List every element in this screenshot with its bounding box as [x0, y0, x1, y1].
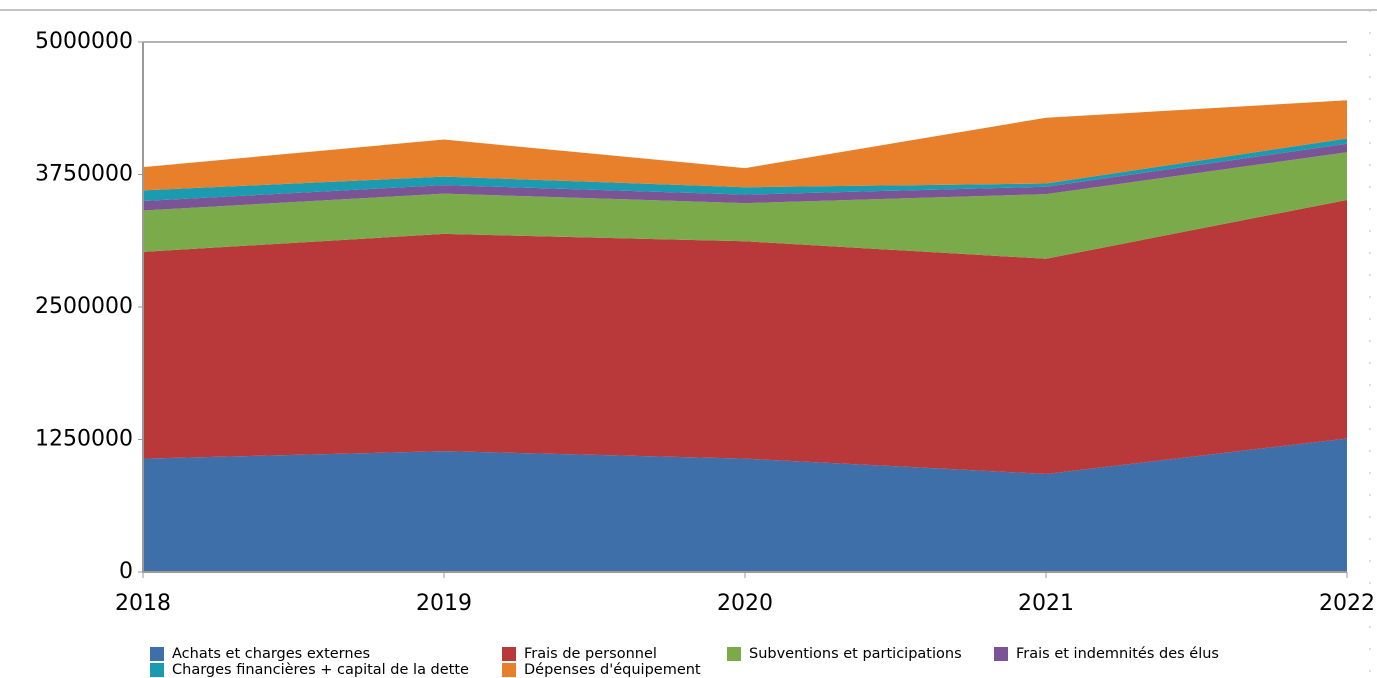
x-tick-label: 2018	[115, 591, 171, 616]
legend-swatch	[502, 663, 516, 677]
legend-swatch	[150, 647, 164, 661]
y-tick-label: 1250000	[35, 427, 133, 452]
y-tick-label: 3750000	[35, 162, 133, 187]
legend-swatch	[150, 663, 164, 677]
legend-label: Dépenses d'équipement	[524, 662, 701, 678]
x-tick-label: 2021	[1018, 591, 1074, 616]
legend-label: Frais de personnel	[524, 646, 657, 662]
legend-swatch	[727, 647, 741, 661]
x-tick-label: 2020	[717, 591, 773, 616]
area	[143, 199, 1347, 474]
area	[143, 138, 1347, 201]
y-tick-label: 2500000	[35, 294, 133, 319]
area	[143, 152, 1347, 259]
y-tick-label: 5000000	[35, 29, 133, 54]
x-tick-label: 2019	[416, 591, 472, 616]
area	[143, 438, 1347, 572]
y-tick-label: 0	[119, 559, 133, 584]
legend-label: Frais et indemnités des élus	[1016, 646, 1219, 662]
legend-swatch	[502, 647, 516, 661]
area	[143, 143, 1347, 211]
legend-label: Charges financières + capital de la dett…	[172, 662, 469, 678]
x-tick-label: 2022	[1319, 591, 1375, 616]
area	[143, 100, 1347, 191]
legend-swatch	[994, 647, 1008, 661]
legend-label: Subventions et participations	[749, 646, 962, 662]
legend-label: Achats et charges externes	[172, 646, 370, 662]
